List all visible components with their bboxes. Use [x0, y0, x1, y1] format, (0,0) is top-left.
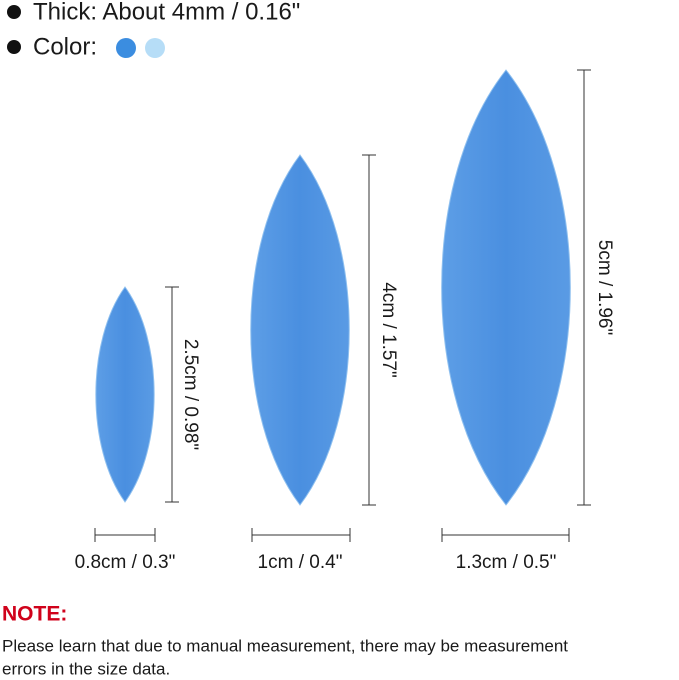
items: 2.5cm / 0.98" 0.8cm / 0.3" 4cm / 1.57" 1cm …	[75, 69, 615, 573]
note-line: Please learn that due to manual measurem…	[2, 636, 568, 655]
bullet	[7, 5, 21, 19]
width-label: 1.3cm / 0.5"	[456, 552, 557, 573]
width-label: 1cm / 0.4"	[258, 552, 343, 573]
height-label: 5cm / 1.96"	[594, 240, 615, 335]
color-swatch	[116, 38, 136, 58]
leaf-shape	[95, 286, 155, 503]
color-swatch	[145, 38, 165, 58]
width-label: 0.8cm / 0.3"	[75, 552, 176, 573]
note-title: NOTE:	[2, 603, 67, 626]
leaf-shape	[250, 154, 350, 506]
height-label: 4cm / 1.57"	[378, 282, 399, 377]
height-label: 2.5cm / 0.98"	[180, 339, 201, 450]
bullet-text: Thick: About 4mm / 0.16"	[33, 0, 300, 25]
bullet-text: Color:	[33, 33, 97, 60]
bullet	[7, 40, 21, 54]
leaf-shape	[441, 69, 571, 506]
note-line: errors in the size data.	[2, 659, 170, 678]
